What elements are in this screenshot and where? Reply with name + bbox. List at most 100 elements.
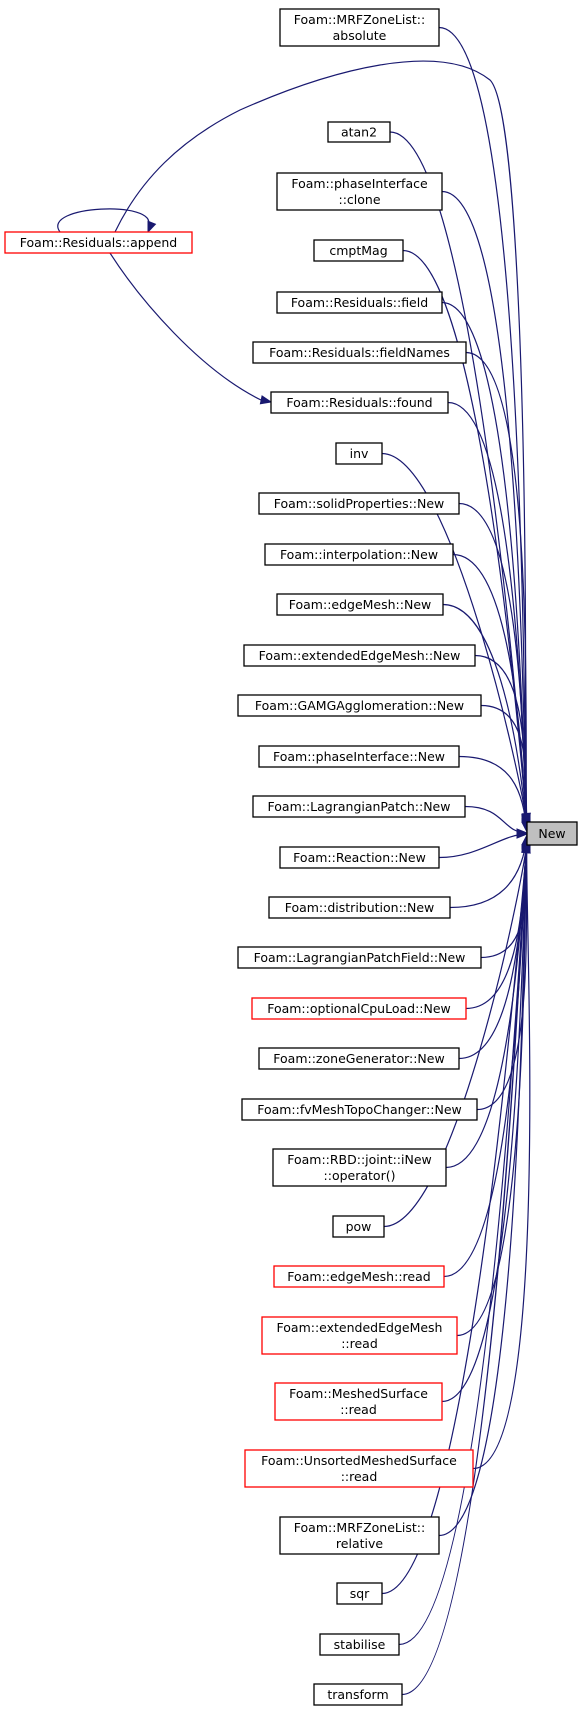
node-inv[interactable]: inv: [335, 442, 383, 465]
call-edge: [438, 833, 528, 859]
node-box: [279, 846, 440, 869]
node-label: Foam::edgeMesh::New: [289, 597, 432, 612]
node-stabilise[interactable]: stabilise: [319, 1633, 400, 1656]
node-box: [274, 1382, 443, 1421]
node-distrib-new[interactable]: Foam::distribution::New: [268, 896, 451, 919]
node-label: Foam::solidProperties::New: [274, 496, 445, 511]
call-edge: [480, 835, 528, 959]
node-box: [243, 644, 476, 667]
node-label: Foam::phaseInterface::New: [273, 749, 445, 764]
node-label: Foam::zoneGenerator::New: [273, 1051, 444, 1066]
node-box: [4, 231, 193, 254]
node-label: ::operator(): [324, 1168, 396, 1183]
node-unsorted-read[interactable]: Foam::UnsortedMeshedSurface::read: [244, 1449, 474, 1488]
node-box: [335, 442, 383, 465]
node-extedge-new[interactable]: Foam::extendedEdgeMesh::New: [243, 644, 476, 667]
node-label: Foam::interpolation::New: [280, 547, 438, 562]
call-edge-append-found: [109, 252, 272, 403]
call-edge: [402, 249, 528, 825]
node-edge-new[interactable]: Foam::edgeMesh::New: [276, 593, 444, 616]
node-box: [270, 391, 449, 414]
node-gamg-new[interactable]: Foam::GAMGAgglomeration::New: [237, 694, 482, 717]
node-label: ::read: [341, 1336, 378, 1351]
call-graph-nodes: Foam::MRFZoneList::absoluteatan2Foam::ph…: [4, 8, 578, 1706]
node-label: ::read: [341, 1469, 378, 1484]
node-label: absolute: [333, 28, 387, 43]
node-label: cmptMag: [329, 243, 387, 258]
node-box: [258, 1047, 460, 1070]
node-box: [313, 239, 404, 262]
node-label: stabilise: [334, 1637, 386, 1652]
node-box: [264, 543, 454, 566]
node-label: ::clone: [338, 192, 380, 207]
node-box: [258, 745, 460, 768]
node-label: Foam::Residuals::found: [286, 395, 432, 410]
node-solid-new[interactable]: Foam::solidProperties::New: [258, 492, 460, 515]
node-label: Foam::Residuals::append: [20, 235, 177, 250]
arrowhead: [516, 829, 529, 839]
node-res-field[interactable]: Foam::Residuals::field: [276, 291, 443, 314]
node-phase-clone[interactable]: Foam::phaseInterface::clone: [276, 172, 443, 211]
call-edge: [438, 842, 528, 1537]
node-box: [526, 821, 578, 846]
node-atan2[interactable]: atan2: [327, 121, 391, 143]
node-label: pow: [346, 1219, 372, 1234]
node-mrf-abs[interactable]: Foam::MRFZoneList::absolute: [279, 8, 440, 47]
node-label: Foam::GAMGAgglomeration::New: [255, 698, 464, 713]
node-pow[interactable]: pow: [332, 1215, 385, 1238]
node-box: [241, 1098, 478, 1121]
node-res-append[interactable]: Foam::Residuals::append: [4, 231, 193, 254]
node-rbd-inew[interactable]: Foam::RBD::joint::iNew::operator(): [272, 1148, 447, 1187]
node-box: [272, 1148, 447, 1187]
node-label: Foam::extendedEdgeMesh: [277, 1320, 443, 1335]
node-box: [319, 1633, 400, 1656]
node-edge-read[interactable]: Foam::edgeMesh::read: [273, 1265, 445, 1288]
node-box: [327, 121, 391, 143]
call-edge: [381, 452, 528, 826]
node-box: [279, 1516, 440, 1555]
node-label: Foam::Reaction::New: [293, 850, 426, 865]
node-mrf-rel[interactable]: Foam::MRFZoneList::relative: [279, 1516, 440, 1555]
node-res-found[interactable]: Foam::Residuals::found: [270, 391, 449, 414]
node-label: Foam::distribution::New: [285, 900, 435, 915]
node-zonegen-new[interactable]: Foam::zoneGenerator::New: [258, 1047, 460, 1070]
node-sqr[interactable]: sqr: [336, 1582, 383, 1605]
call-edge: [389, 131, 528, 825]
node-interp-new[interactable]: Foam::interpolation::New: [264, 543, 454, 566]
node-fvtopo-new[interactable]: Foam::fvMeshTopoChanger::New: [241, 1098, 478, 1121]
node-target-new[interactable]: New: [526, 821, 578, 846]
node-label: Foam::optionalCpuLoad::New: [267, 1001, 451, 1016]
node-label: inv: [350, 446, 369, 461]
node-box: [276, 291, 443, 314]
node-extedge-read[interactable]: Foam::extendedEdgeMesh::read: [261, 1316, 458, 1355]
node-optcpu-new[interactable]: Foam::optionalCpuLoad::New: [251, 997, 467, 1020]
node-box: [244, 1449, 474, 1488]
node-box: [251, 997, 467, 1020]
node-box: [252, 341, 467, 364]
node-box: [279, 8, 440, 47]
node-box: [336, 1582, 383, 1605]
node-res-fieldnames[interactable]: Foam::Residuals::fieldNames: [252, 341, 467, 364]
node-label: Foam::MRFZoneList::: [294, 12, 425, 27]
arrowhead: [259, 395, 273, 405]
call-edge: [458, 755, 528, 833]
call-edge-append: [114, 60, 528, 824]
node-label: Foam::LagrangianPatch::New: [268, 799, 451, 814]
node-label: Foam::fvMeshTopoChanger::New: [257, 1102, 462, 1117]
node-label: transform: [327, 1687, 388, 1702]
node-label: Foam::Residuals::fieldNames: [269, 345, 450, 360]
node-label: Foam::edgeMesh::read: [287, 1269, 430, 1284]
node-reaction-new[interactable]: Foam::Reaction::New: [279, 846, 440, 869]
node-label: Foam::RBD::joint::iNew: [287, 1152, 432, 1167]
node-box: [276, 593, 444, 616]
node-box: [313, 1683, 403, 1706]
node-transform[interactable]: transform: [313, 1683, 403, 1706]
node-lagfield-new[interactable]: Foam::LagrangianPatchField::New: [237, 946, 482, 969]
node-phase-new[interactable]: Foam::phaseInterface::New: [258, 745, 460, 768]
node-meshed-read[interactable]: Foam::MeshedSurface::read: [274, 1382, 443, 1421]
node-label: relative: [336, 1536, 383, 1551]
node-cmptmag[interactable]: cmptMag: [313, 239, 404, 262]
arrowhead: [147, 220, 157, 234]
node-lagpatch-new[interactable]: Foam::LagrangianPatch::New: [252, 795, 466, 818]
